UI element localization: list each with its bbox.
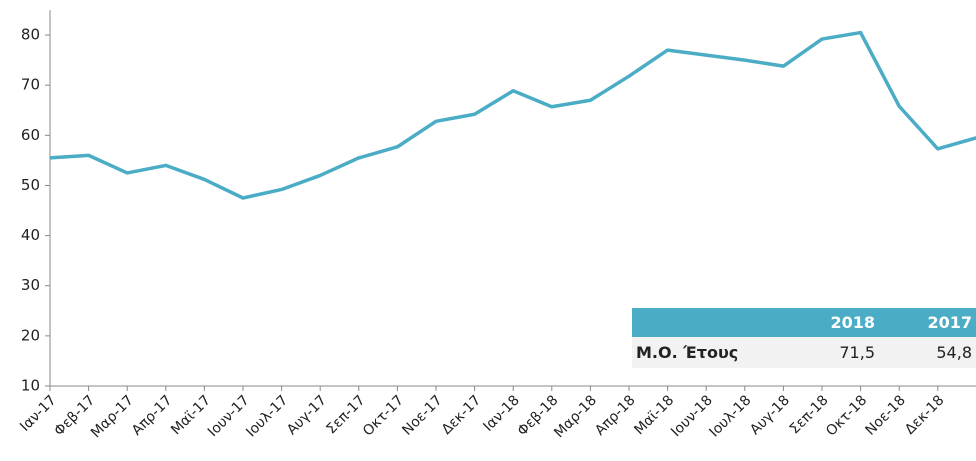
x-tick-label: Ιουν-17: [205, 392, 253, 440]
x-tick-label: Ιουλ-17: [243, 392, 291, 440]
y-tick-label: 50: [21, 176, 40, 194]
data-line: [49, 30, 976, 200]
table-row-label: Μ.Ο. Έτους: [636, 343, 738, 362]
y-tick-label: 60: [21, 126, 40, 144]
table-column-header: 2018: [830, 313, 875, 332]
y-tick-label: 10: [21, 377, 40, 395]
x-tick-label: Νοε-17: [399, 392, 445, 438]
table-header: [632, 308, 976, 337]
x-tick-label: Δεκ-18: [902, 392, 947, 437]
x-tick-label: Οκτ-17: [360, 392, 407, 439]
x-tick-label: Οκτ-18: [823, 392, 870, 439]
table-cell: 54,8: [936, 343, 972, 362]
x-tick-label: Μαρ-17: [88, 392, 137, 441]
y-tick-label: 70: [21, 76, 40, 94]
y-tick-label: 20: [21, 326, 40, 344]
y-tick-label: 30: [21, 276, 40, 294]
x-tick-label: Νοε-18: [863, 392, 909, 438]
table-column-header: 2017: [927, 313, 972, 332]
x-tick-label: Μαρ-18: [551, 392, 600, 441]
x-tick-label: Απρ-18: [592, 392, 639, 439]
x-tick-label: Απρ-17: [129, 392, 176, 439]
table-row: [632, 337, 976, 368]
y-tick-label: 80: [21, 26, 40, 44]
x-tick-label: Ιουλ-18: [706, 392, 754, 440]
x-tick-label: Δεκ-17: [439, 392, 484, 437]
x-tick-label: Αυγ-18: [747, 392, 793, 438]
x-tick-label: Αυγ-17: [284, 392, 330, 438]
table-cell: 71,5: [839, 343, 875, 362]
x-tick-label: Ιουν-18: [668, 392, 716, 440]
y-tick-label: 40: [21, 226, 40, 244]
